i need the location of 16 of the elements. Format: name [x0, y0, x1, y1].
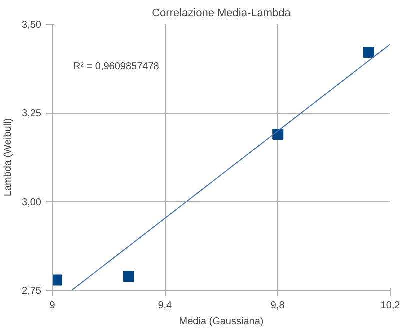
x-tick-label: 10,2	[380, 300, 401, 312]
point	[363, 47, 374, 58]
x-tick-label: 9	[50, 300, 56, 312]
y-tick-label: 2,75	[22, 286, 42, 297]
x-tick-label: 9,8	[270, 300, 286, 312]
x-axis-title: Media (Gaussiana)	[179, 316, 264, 328]
point	[123, 271, 134, 282]
y-axis-title: Lambda (Weibull)	[3, 118, 14, 197]
x-tick-label: 9,4	[158, 300, 173, 312]
y-tick-label: 3,25	[22, 108, 42, 120]
y-tick-label: 3,00	[22, 197, 42, 208]
chart-title: Correlazione Media-Lambda	[152, 8, 292, 20]
point	[52, 274, 62, 286]
point	[272, 128, 284, 140]
y-tick-label: 3,50	[22, 20, 42, 31]
annotation: R² = 0,9609857478	[73, 62, 160, 73]
